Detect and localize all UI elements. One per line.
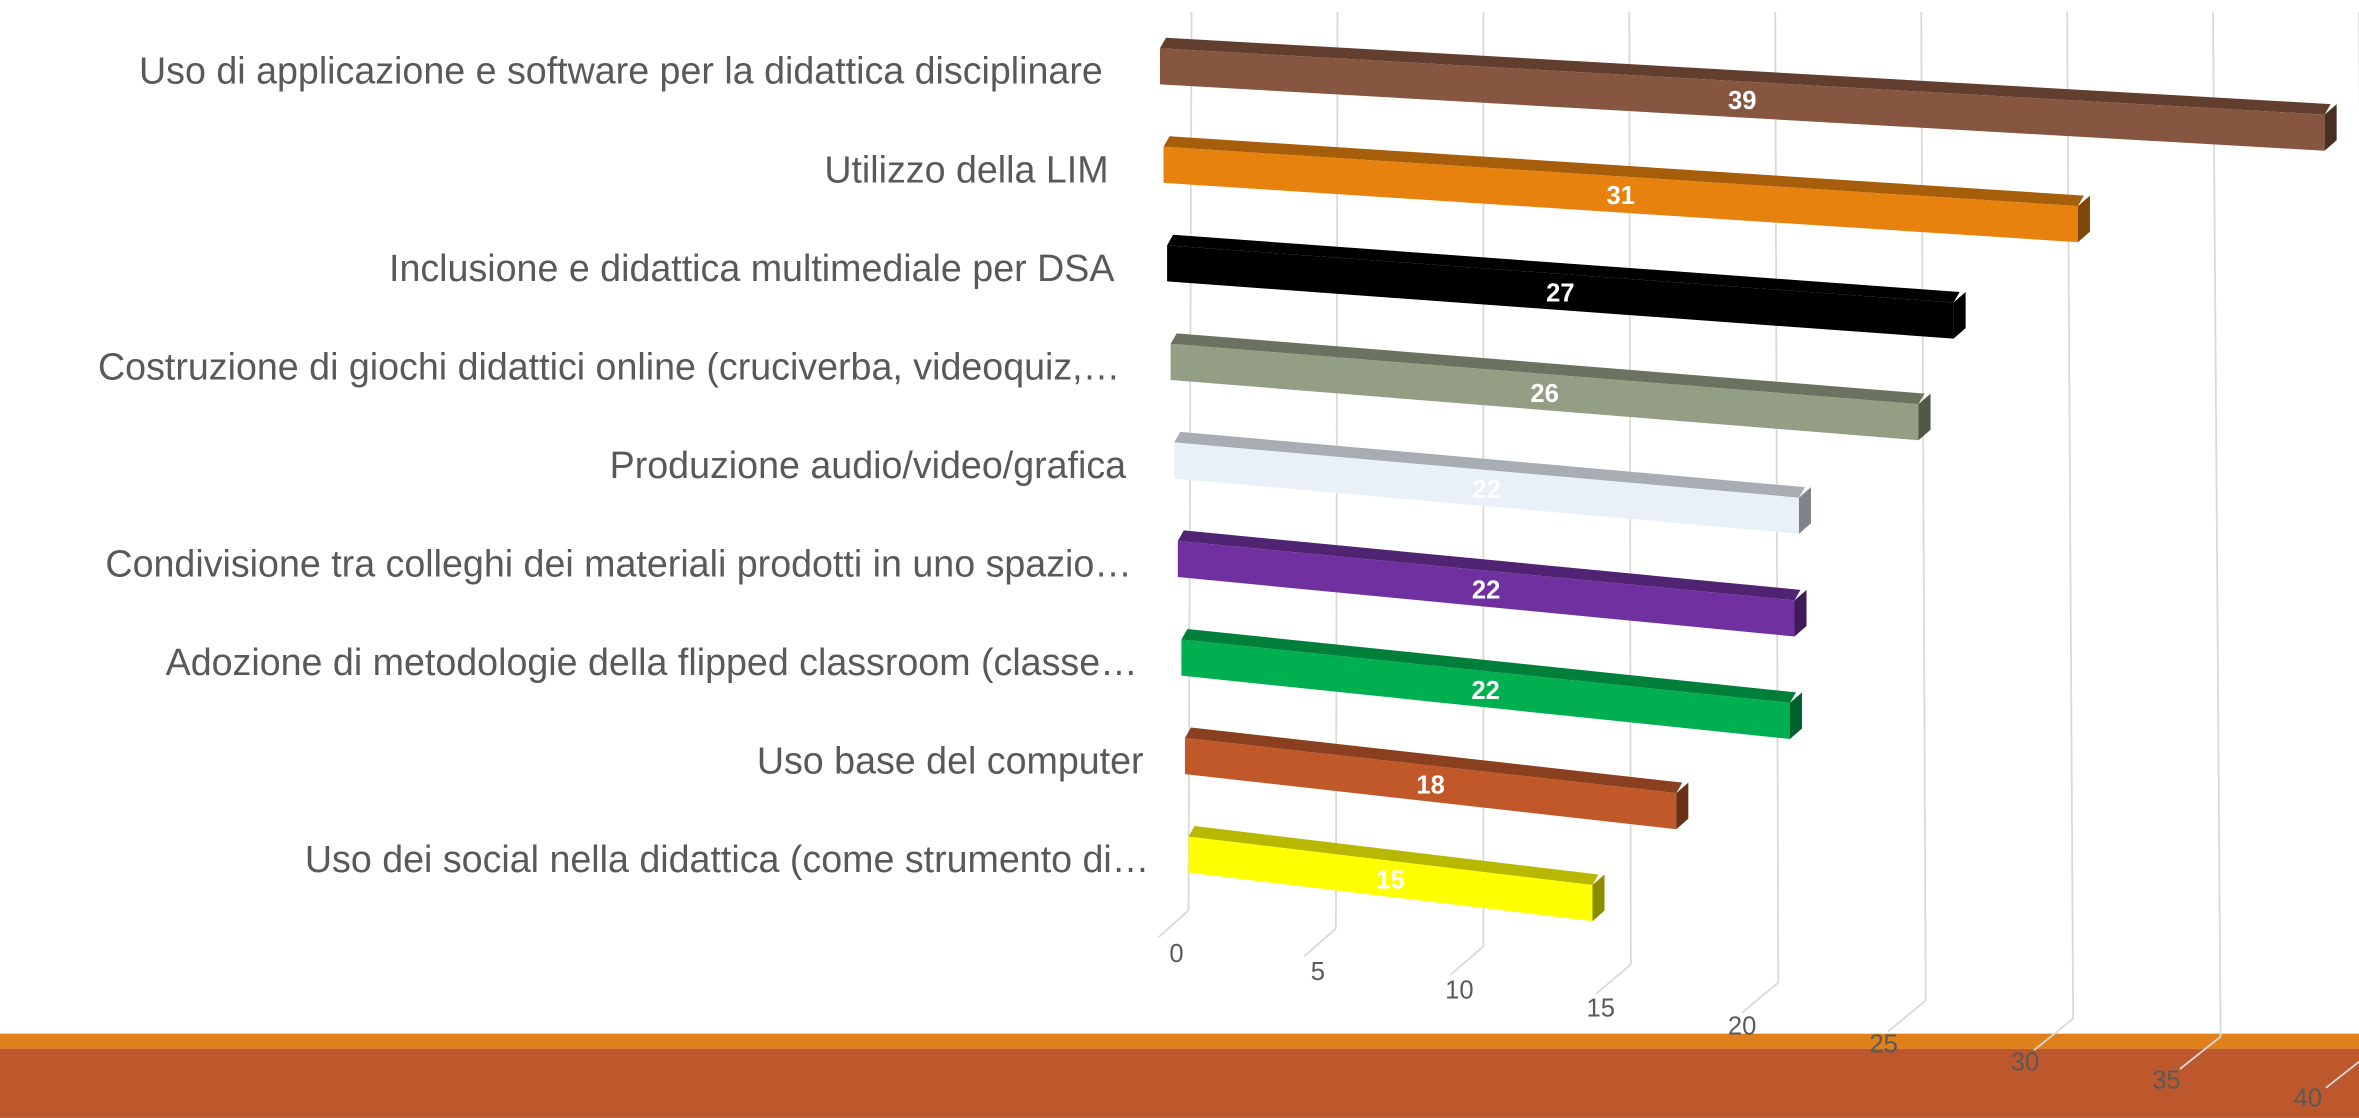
bar <box>1177 540 1795 637</box>
bar <box>1163 146 2078 243</box>
bar-side <box>1798 487 1811 534</box>
bar <box>1170 343 1919 441</box>
bar-side <box>1794 589 1807 637</box>
bar-top <box>1170 333 1925 405</box>
category-label: Uso base del computer <box>757 740 1144 782</box>
category-label: Inclusione e didattica multimediale per … <box>389 247 1115 289</box>
bar <box>1159 48 2325 151</box>
category-label: Uso dei social nella didattica (come str… <box>305 838 1150 880</box>
bar <box>1184 738 1677 830</box>
grid-line <box>2212 12 2222 1037</box>
x-tick-label: 20 <box>1728 1012 1756 1040</box>
value-label: 27 <box>1546 280 1574 308</box>
x-tick-label: 5 <box>1311 958 1325 986</box>
x-tick-label: 10 <box>1445 976 1473 1004</box>
value-label: 22 <box>1471 677 1499 705</box>
floor-line <box>1741 981 1779 1014</box>
category-label: Condivisione tra colleghi dei materiali … <box>105 542 1131 584</box>
value-label: 18 <box>1416 771 1444 799</box>
accent-strip <box>0 1033 2359 1049</box>
bar-top <box>1188 826 1599 886</box>
bar-top <box>1184 727 1683 794</box>
x-tick-label: 15 <box>1587 994 1615 1022</box>
bar <box>1181 639 1790 740</box>
x-tick-label: 40 <box>2294 1085 2322 1113</box>
value-label: 39 <box>1728 87 1756 115</box>
floor-line <box>1887 999 1927 1033</box>
bar-top <box>1174 431 1805 498</box>
floor-line <box>2325 1060 2359 1089</box>
value-label: 15 <box>1376 867 1404 895</box>
category-label: Adozione di metodologie della flipped cl… <box>166 641 1138 683</box>
floor-line <box>2179 1035 2222 1070</box>
floor-line <box>1449 945 1484 976</box>
category-label: Produzione audio/video/grafica <box>610 444 1127 486</box>
bar-side <box>2324 104 2337 151</box>
value-label: 22 <box>1472 476 1500 504</box>
x-tick-label: 30 <box>2011 1048 2039 1076</box>
bars: 39 Uso di applicazione e software per la … <box>98 37 2337 922</box>
value-label: 26 <box>1530 380 1558 408</box>
category-label: Uso di applicazione e software per la di… <box>139 50 1103 92</box>
bar-side <box>1592 874 1605 922</box>
bar-top <box>1181 628 1796 703</box>
bar-side <box>2077 195 2090 243</box>
bar-top <box>1167 234 1960 303</box>
floor-line <box>1157 909 1190 939</box>
x-tick-label: 0 <box>1169 940 1183 968</box>
category-label: Utilizzo della LIM <box>824 148 1108 190</box>
grid-line <box>2066 12 2075 1019</box>
value-label: 22 <box>1472 576 1500 604</box>
x-tick-label: 25 <box>1869 1030 1897 1058</box>
bar <box>1188 836 1593 922</box>
bar-top <box>1163 136 2084 207</box>
bar-side <box>1676 782 1689 830</box>
bar-side <box>1789 692 1803 740</box>
x-tick-label: 35 <box>2152 1067 2180 1095</box>
category-label: Costruzione di giochi didattici online (… <box>98 345 1120 387</box>
floor-line <box>2033 1017 2074 1051</box>
bar-top <box>1159 37 2331 115</box>
footer-band <box>0 1048 2359 1118</box>
grid-line <box>1920 12 1927 1001</box>
bar-top <box>1177 530 1801 601</box>
bar-side <box>1918 393 1931 441</box>
bar <box>1167 245 1954 339</box>
floor-line <box>1303 927 1337 957</box>
value-label: 31 <box>1606 182 1634 210</box>
floor-line <box>1595 963 1632 995</box>
bar-side <box>1953 292 1966 339</box>
bar <box>1174 442 1799 534</box>
